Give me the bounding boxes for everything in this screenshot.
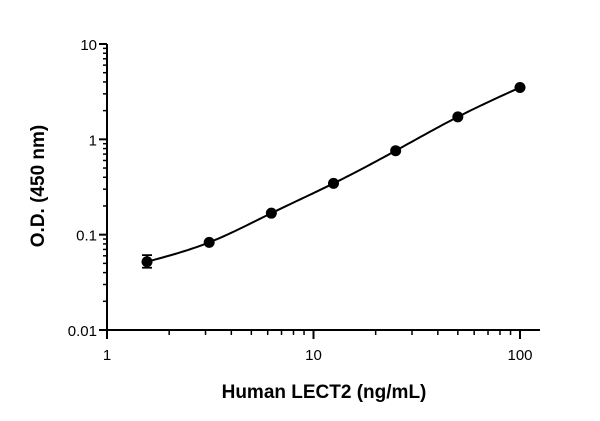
y-axis-title: O.D. (450 nm) — [28, 125, 49, 247]
fit-curve-group — [146, 86, 521, 263]
y-tick-label: 0.1 — [76, 228, 97, 245]
y-tick-label: 0.01 — [68, 323, 97, 340]
data-point — [452, 111, 464, 123]
x-axis-title: Human LECT2 (ng/mL) — [222, 382, 427, 403]
data-point — [390, 145, 402, 157]
y-tick-label: 10 — [80, 37, 97, 54]
x-tick-label: 10 — [305, 347, 322, 364]
data-points — [141, 81, 526, 269]
x-tick-label: 100 — [507, 347, 532, 364]
data-point — [203, 236, 215, 248]
data-point — [328, 177, 340, 189]
data-point — [514, 81, 526, 93]
x-tick-label: 1 — [103, 347, 111, 364]
axes — [99, 43, 540, 339]
tick-labels: 0.01 0.1 1 10 1 10 100 — [68, 37, 533, 364]
y-tick-label: 1 — [89, 132, 97, 149]
fit-curve — [146, 86, 521, 263]
data-point — [141, 256, 153, 268]
data-point — [265, 207, 277, 219]
